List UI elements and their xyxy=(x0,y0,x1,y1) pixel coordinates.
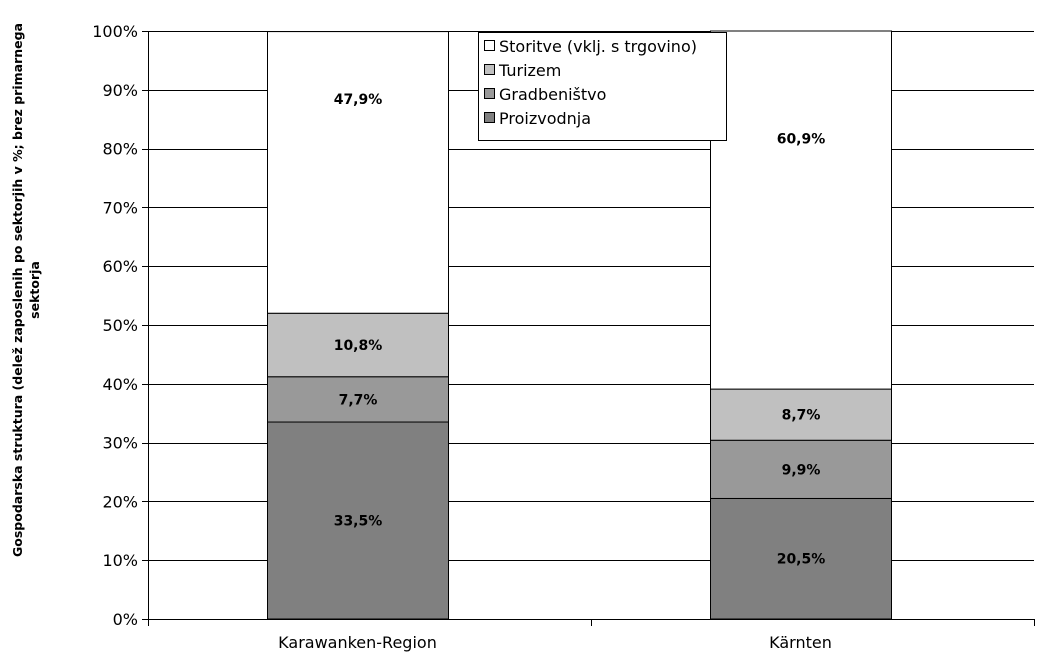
bar-segment xyxy=(267,312,449,378)
data-label: 20,5% xyxy=(777,552,826,568)
data-label: 10,8% xyxy=(334,338,383,354)
legend-swatch xyxy=(484,40,495,51)
legend-entry: Gradbeništvo xyxy=(499,85,606,104)
data-label: 8,7% xyxy=(782,408,821,424)
y-tick-label: 100% xyxy=(92,22,138,41)
legend-entry: Turizem xyxy=(498,61,561,80)
x-category-label: Kärnten xyxy=(769,633,832,652)
y-tick-label: 10% xyxy=(102,551,138,570)
legend-swatch xyxy=(484,64,495,75)
axes xyxy=(142,31,1035,626)
legend-swatch xyxy=(484,112,495,123)
bars xyxy=(267,30,892,620)
y-tick-label: 20% xyxy=(102,492,138,511)
y-tick-label: 50% xyxy=(102,316,138,335)
y-tick-label: 40% xyxy=(102,375,138,394)
x-category-labels: Karawanken-Region Kärnten xyxy=(278,633,832,652)
bar-segment xyxy=(267,31,449,314)
y-tick-label: 60% xyxy=(102,257,138,276)
y-tick-label: 90% xyxy=(102,81,138,100)
data-label: 60,9% xyxy=(777,131,826,147)
bar-segment xyxy=(267,421,449,620)
y-tick-labels: 0% 10% 20% 30% 40% 50% 60% 70% 80% 90% 100% xyxy=(92,22,138,629)
y-tick-label: 0% xyxy=(113,610,138,629)
y-axis-label: Gospodarska struktura (delež zaposlenih … xyxy=(10,23,42,557)
data-label: 33,5% xyxy=(334,514,383,530)
data-label: 47,9% xyxy=(334,92,383,108)
data-label: 9,9% xyxy=(782,462,821,478)
legend-entry: Proizvodnja xyxy=(499,109,591,128)
y-tick-label: 30% xyxy=(102,434,138,453)
y-axis-label-line: sektorja xyxy=(27,261,42,319)
bar-segment xyxy=(267,376,449,423)
legend-box xyxy=(478,32,727,141)
legend: Storitve (vklj. s trgovino) Turizem Gradbe… xyxy=(478,32,727,141)
data-labels: 33,5% 7,7% 10,8% 47,9% 20,5% 9,9% 8,7% 60,9% xyxy=(334,92,826,568)
legend-swatch xyxy=(484,88,495,99)
x-category-label: Karawanken-Region xyxy=(278,633,437,652)
bar-segment xyxy=(710,30,892,390)
y-tick-label: 80% xyxy=(102,140,138,159)
y-axis-label-line: Gospodarska struktura (delež zaposlenih … xyxy=(10,23,25,557)
y-tick-label: 70% xyxy=(102,198,138,217)
bar-segment xyxy=(710,497,892,620)
data-label: 7,7% xyxy=(339,392,378,408)
legend-entry: Storitve (vklj. s trgovino) xyxy=(499,37,697,56)
